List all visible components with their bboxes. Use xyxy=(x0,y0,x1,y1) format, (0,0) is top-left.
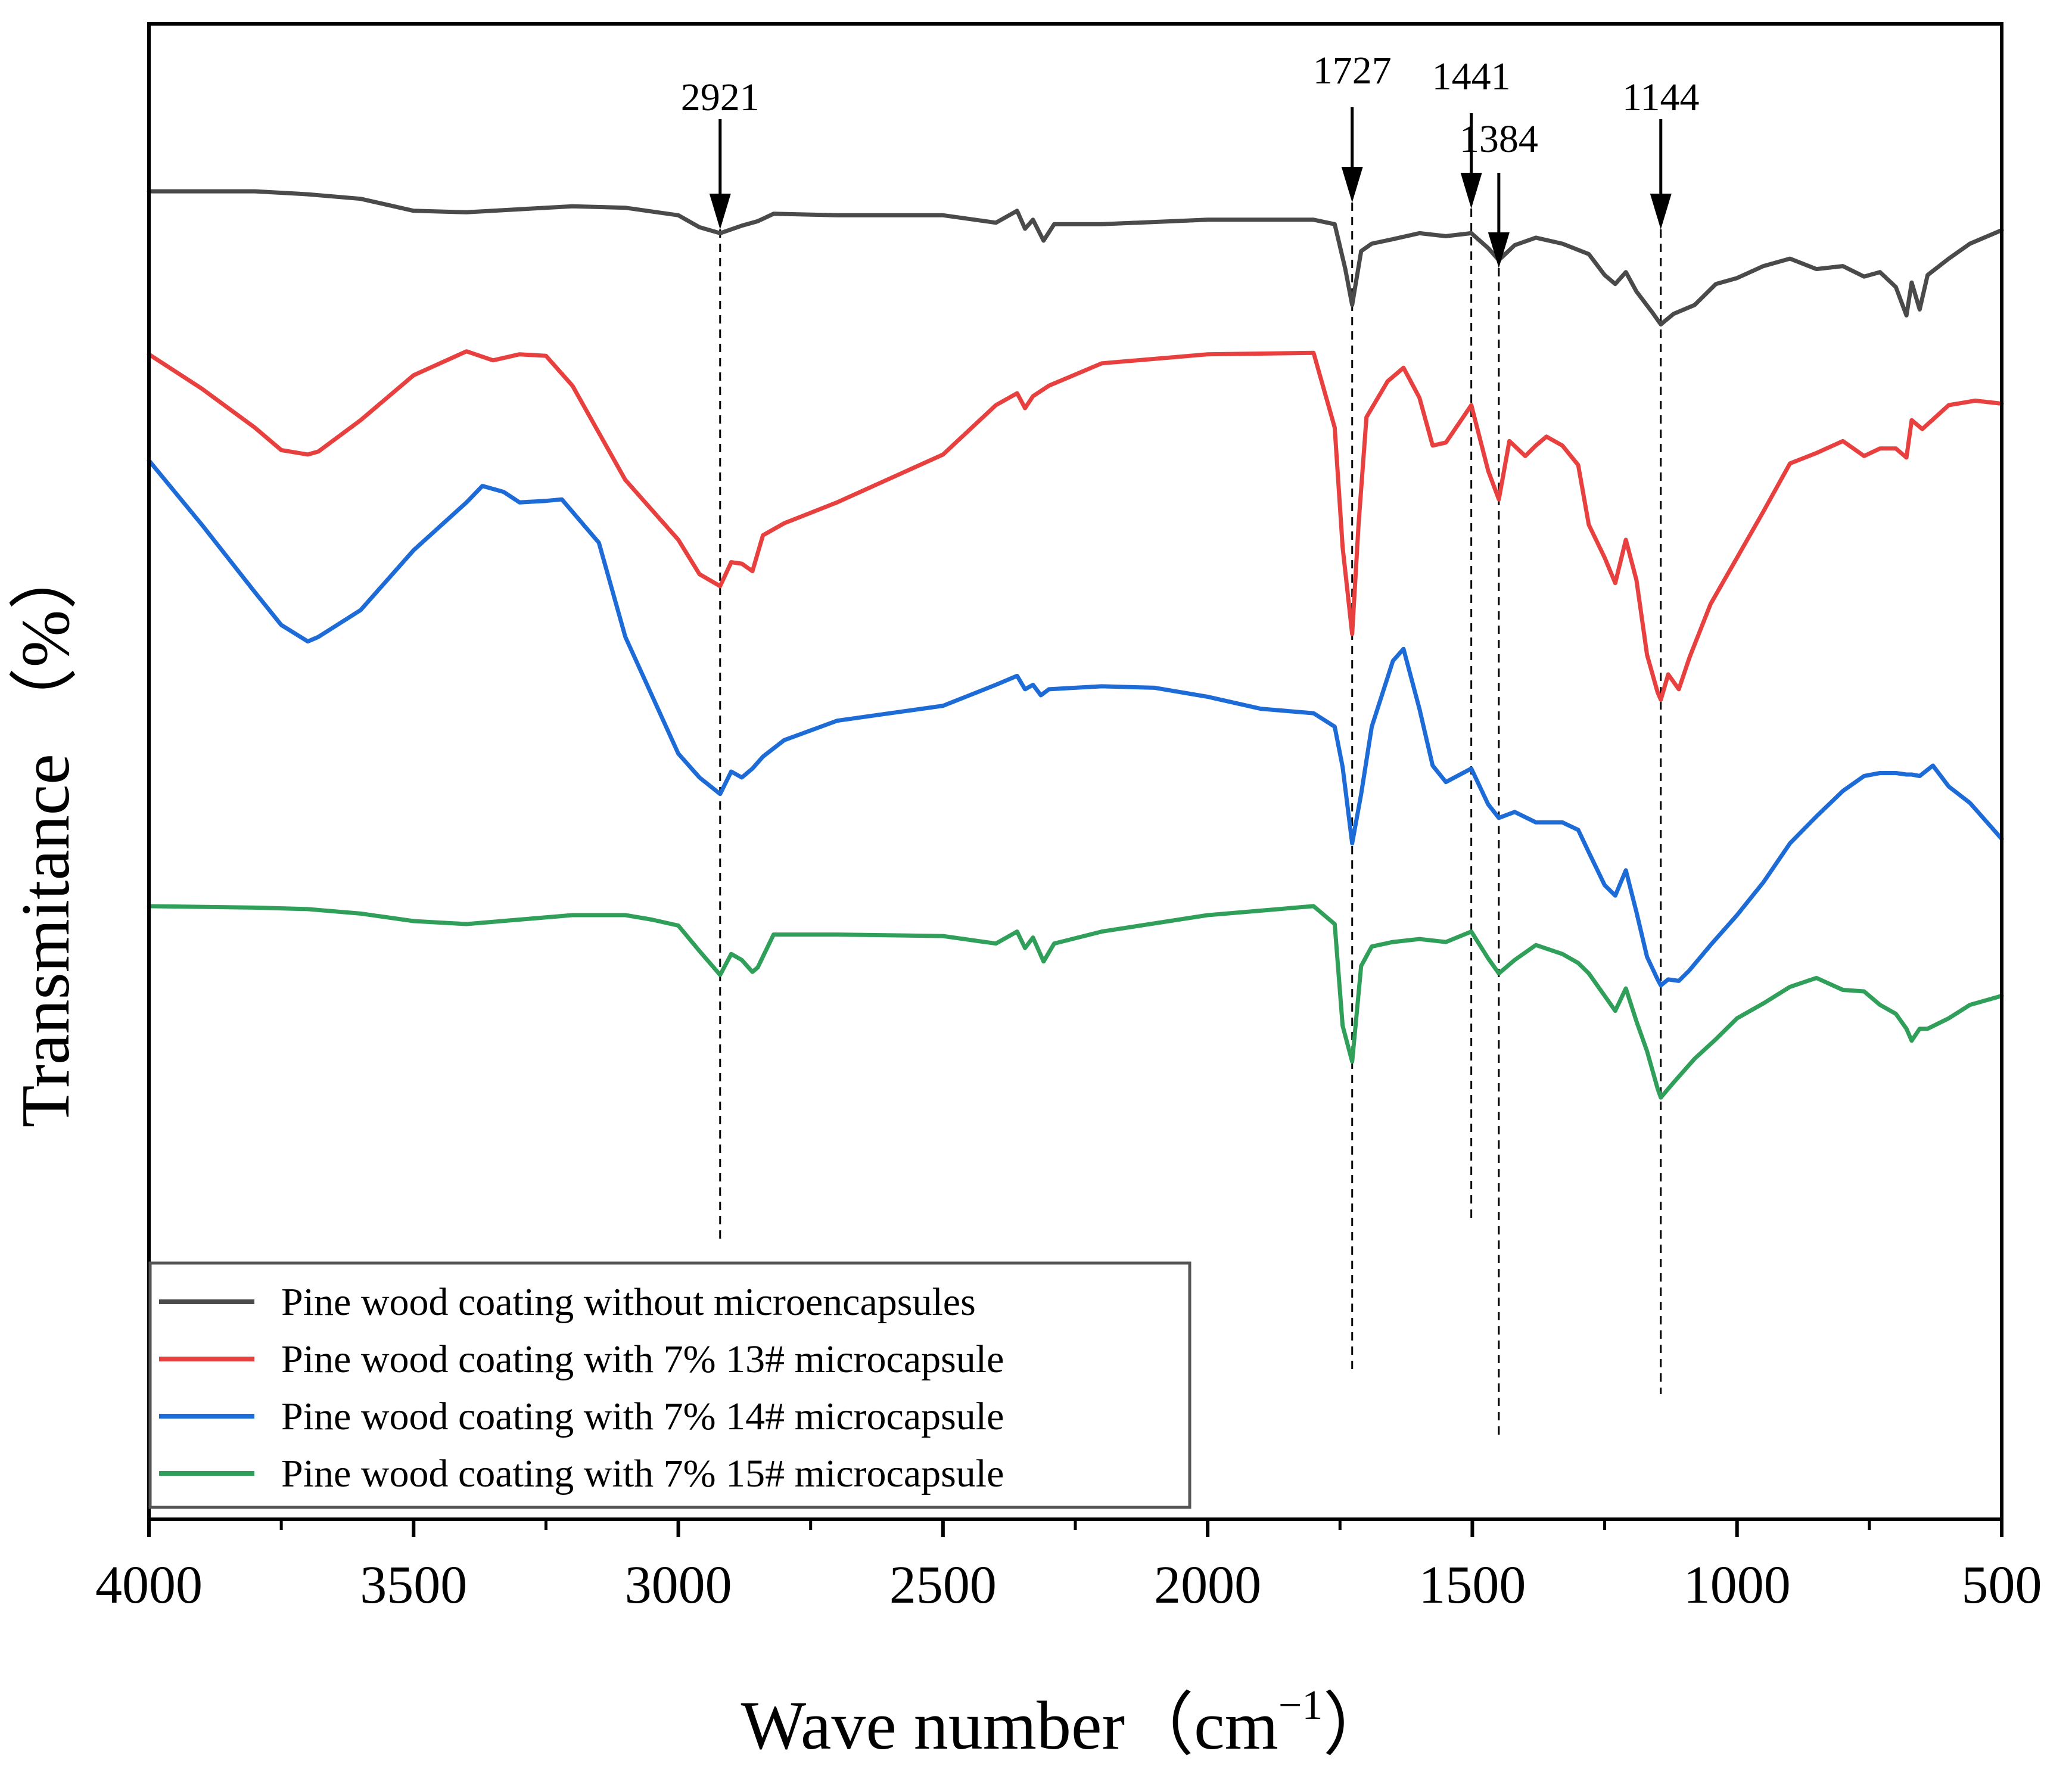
series-line-1 xyxy=(147,189,2004,326)
x-axis-title: Wave number（cm−1） xyxy=(741,1683,1392,1764)
legend-label-3: Pine wood coating with 7% 14# microcapsu… xyxy=(281,1395,1004,1438)
series-line-3 xyxy=(147,458,2004,988)
annotation-guides xyxy=(719,203,1662,1439)
x-tick-label: 4000 xyxy=(95,1556,203,1615)
peak-arrow-head-1144 xyxy=(1650,194,1672,229)
series-line-4 xyxy=(147,904,2004,1100)
x-axis-ticks: 4000 3500 3000 2500 2000 1500 1000 500 xyxy=(95,1519,2042,1615)
legend-label-1: Pine wood coating without microencapsule… xyxy=(281,1280,976,1324)
peak-annotations: 2921 1727 1441 1384 1144 xyxy=(681,49,1700,268)
peak-label-1384: 1384 xyxy=(1460,117,1538,161)
peak-arrow-head-2921 xyxy=(709,194,731,229)
legend: Pine wood coating without microencapsule… xyxy=(148,1261,1191,1509)
legend-label-2: Pine wood coating with 7% 13# microcapsu… xyxy=(281,1338,1004,1381)
x-tick-label: 3500 xyxy=(360,1556,467,1615)
x-tick-label: 500 xyxy=(1962,1556,2042,1615)
x-tick-label: 2500 xyxy=(889,1556,997,1615)
x-tick-label: 1500 xyxy=(1418,1556,1526,1615)
peak-arrow-head-1384 xyxy=(1488,232,1510,268)
series-line-2 xyxy=(147,349,2004,702)
peak-label-1144: 1144 xyxy=(1622,76,1700,119)
peak-arrow-head-1727 xyxy=(1341,167,1363,203)
peak-label-1441: 1441 xyxy=(1432,55,1511,98)
legend-box xyxy=(148,1261,1191,1509)
y-axis-title: Transmitance （%） xyxy=(8,541,84,1128)
x-tick-label: 1000 xyxy=(1684,1556,1791,1615)
peak-label-1727: 1727 xyxy=(1313,49,1392,92)
peak-label-2921: 2921 xyxy=(681,76,760,119)
x-tick-label: 2000 xyxy=(1154,1556,1261,1615)
x-tick-label: 3000 xyxy=(625,1556,732,1615)
series-lines xyxy=(147,189,2004,1100)
peak-arrow-head-1441 xyxy=(1460,173,1482,209)
legend-label-4: Pine wood coating with 7% 15# microcapsu… xyxy=(281,1452,1004,1495)
